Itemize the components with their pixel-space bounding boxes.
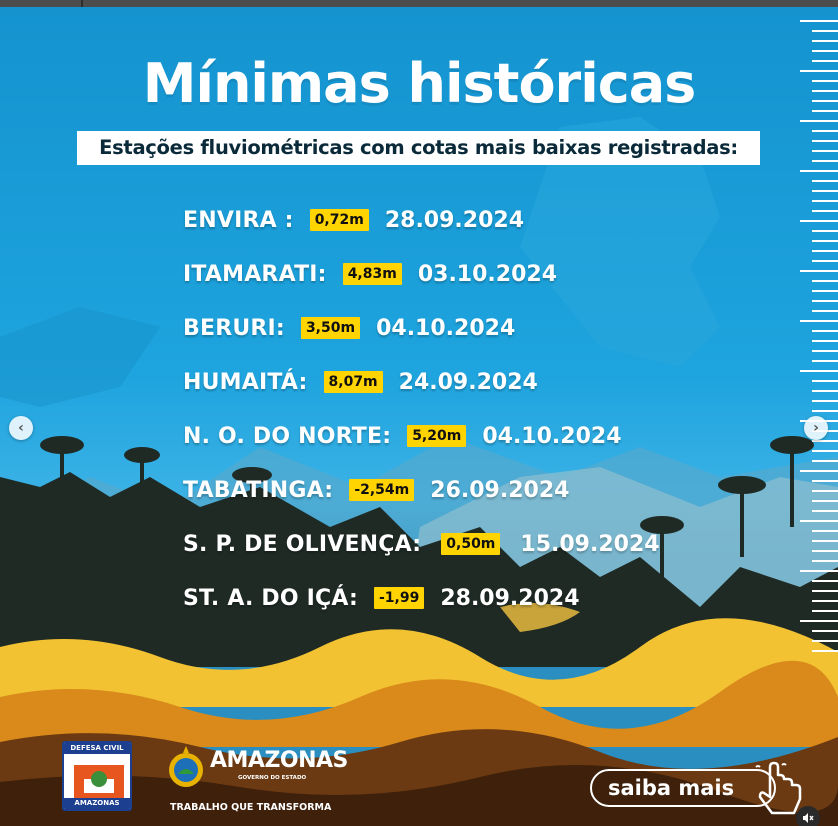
station-date: 28.09.2024 bbox=[384, 207, 525, 233]
amazonas-government-logo: AMAZONAS GOVERNO DO ESTADO TRABALHO QUE … bbox=[166, 744, 348, 814]
station-name: HUMAITÁ: bbox=[183, 369, 308, 395]
landscape-background bbox=[0, 117, 838, 826]
government-slogan: TRABALHO QUE TRANSFORMA bbox=[170, 802, 332, 813]
station-date: 26.09.2024 bbox=[430, 477, 570, 503]
station-level: 8,07m bbox=[323, 371, 383, 393]
station-date: 28.09.2024 bbox=[440, 585, 580, 611]
water-level-ruler bbox=[800, 20, 838, 652]
station-level: 5,20m bbox=[407, 425, 467, 447]
post-title: Mínimas históricas bbox=[142, 52, 697, 115]
station-date: 15.09.2024 bbox=[520, 531, 660, 557]
chevron-left-icon: ‹ bbox=[18, 420, 24, 436]
station-name: S. P. DE OLIVENÇA: bbox=[183, 531, 422, 557]
carousel-prev-button[interactable]: ‹ bbox=[9, 416, 33, 440]
station-row: S. P. DE OLIVENÇA: 0,50m 15.09.2024 bbox=[183, 517, 660, 571]
defesa-civil-logo: DEFESA CIVIL AMAZONAS bbox=[62, 741, 132, 811]
station-name: N. O. DO NORTE: bbox=[183, 423, 392, 449]
carousel-next-button[interactable]: › bbox=[804, 416, 828, 440]
station-level: -2,54m bbox=[349, 479, 415, 501]
defesa-civil-logo-top-text: DEFESA CIVIL bbox=[64, 743, 130, 754]
saiba-mais-graphic: saiba mais bbox=[590, 769, 776, 807]
station-list: ENVIRA : 0,72m 28.09.2024 ITAMARATI: 4,8… bbox=[183, 193, 660, 625]
amazonas-coat-of-arms-icon bbox=[169, 746, 203, 787]
station-name: BERURI: bbox=[183, 315, 285, 341]
station-date: 24.09.2024 bbox=[398, 369, 538, 395]
station-name: ENVIRA : bbox=[183, 207, 294, 233]
station-row: ITAMARATI: 4,83m 03.10.2024 bbox=[183, 247, 660, 301]
defesa-civil-emblem-icon bbox=[74, 765, 124, 799]
chevron-right-icon: › bbox=[813, 420, 819, 436]
station-name: TABATINGA: bbox=[183, 477, 334, 503]
station-name: ST. A. DO IÇÁ: bbox=[183, 585, 358, 611]
amazonas-gov-label: GOVERNO DO ESTADO bbox=[238, 775, 307, 781]
post-subtitle: Estações fluviométricas com cotas mais b… bbox=[77, 131, 760, 165]
carousel-post-image: Mínimas históricas Estações fluviométric… bbox=[0, 7, 838, 826]
mute-toggle-button[interactable] bbox=[796, 806, 820, 826]
station-name: ITAMARATI: bbox=[183, 261, 327, 287]
station-level: 0,72m bbox=[309, 209, 369, 231]
station-date: 03.10.2024 bbox=[417, 261, 558, 287]
muted-speaker-icon bbox=[803, 813, 814, 823]
station-level: 0,50m bbox=[441, 533, 501, 555]
station-row: N. O. DO NORTE: 5,20m 04.10.2024 bbox=[183, 409, 660, 463]
station-row: TABATINGA: -2,54m 26.09.2024 bbox=[183, 463, 660, 517]
pointing-hand-icon bbox=[755, 761, 802, 815]
station-row: ST. A. DO IÇÁ: -1,99 28.09.2024 bbox=[183, 571, 660, 625]
defesa-civil-logo-bottom-text: AMAZONAS bbox=[64, 798, 130, 809]
station-row: HUMAITÁ: 8,07m 24.09.2024 bbox=[183, 355, 660, 409]
amazonas-wordmark: AMAZONAS bbox=[210, 748, 348, 773]
station-row: ENVIRA : 0,72m 28.09.2024 bbox=[183, 193, 660, 247]
station-level: 4,83m bbox=[342, 263, 402, 285]
station-date: 04.10.2024 bbox=[376, 315, 516, 341]
station-level: -1,99 bbox=[373, 587, 425, 609]
station-level: 3,50m bbox=[300, 317, 361, 339]
station-row: BERURI: 3,50m 04.10.2024 bbox=[183, 301, 660, 355]
top-bar bbox=[0, 0, 838, 7]
station-date: 04.10.2024 bbox=[482, 423, 622, 449]
top-bar-divider bbox=[81, 0, 83, 7]
